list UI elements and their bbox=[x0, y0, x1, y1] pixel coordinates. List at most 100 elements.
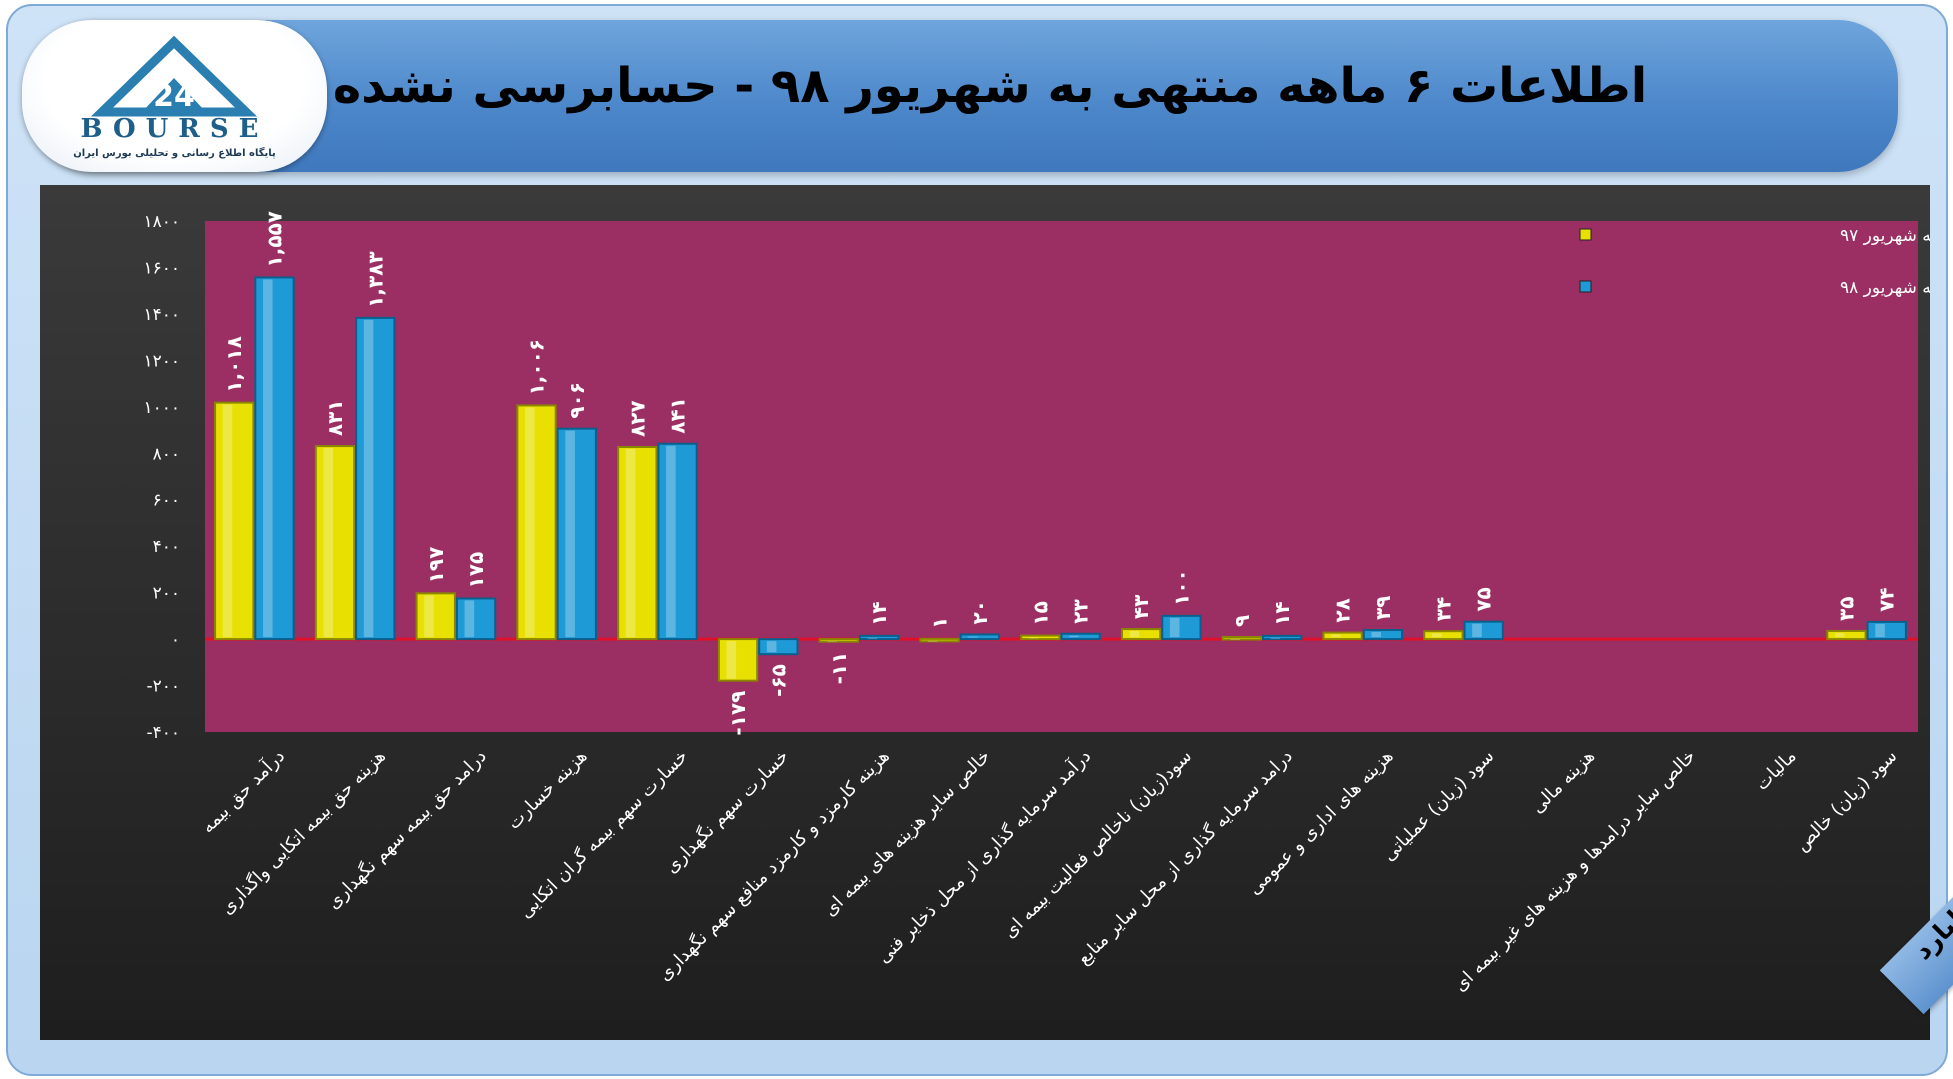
data-label-97: ۲۸ bbox=[1331, 598, 1355, 622]
bar-98-highlight bbox=[263, 279, 273, 638]
x-category-label: خالص سایر هزینه های بیمه ای bbox=[820, 746, 995, 921]
bar-97-highlight bbox=[1028, 637, 1039, 639]
data-label-98: -۶۵ bbox=[766, 664, 790, 697]
data-label-98: ۲۰ bbox=[968, 600, 992, 624]
bar-97 bbox=[1826, 629, 1867, 641]
x-category-label: درامد سرمایه گذاری از محل سایر منابع bbox=[1073, 745, 1297, 969]
bar-97 bbox=[214, 401, 255, 641]
data-label-97: -۱۷۹ bbox=[726, 691, 750, 736]
bar-97 bbox=[617, 446, 658, 641]
x-category-label: خسارت سهم بیمه گران اتکایی bbox=[515, 745, 693, 923]
data-label-97: ۳۴ bbox=[1431, 597, 1455, 621]
data-label-97: ۴۳ bbox=[1129, 595, 1153, 619]
x-category-label: درامد حق بیمه سهم نگهداری bbox=[322, 745, 490, 913]
data-label-97: ۳۵ bbox=[1834, 597, 1858, 621]
legend-item-97: عملکرد منتهی به شهریور ۹۷ bbox=[1840, 226, 1930, 246]
bar-98-highlight bbox=[1371, 632, 1382, 638]
x-category-label: هزینه حق بیمه اتکایی واگذاری bbox=[216, 745, 390, 919]
bar-97 bbox=[1020, 634, 1061, 641]
x-category-label: سود (زیان) عملیاتی bbox=[1379, 746, 1499, 866]
bar-98-highlight bbox=[867, 637, 878, 639]
bar-98-highlight bbox=[1169, 617, 1180, 638]
chart-panel: -۴۰۰ -۲۰۰ ۰ ۲۰۰ ۴۰۰ ۶۰۰ ۸۰۰ ۱۰۰۰ ۱۲۰۰ ۱۴۰۰ ۱۶۰۰ ۱۸۰… bbox=[40, 185, 1930, 1040]
y-tick-label: ۰ bbox=[171, 630, 180, 650]
x-category-label: سود (زیان) خالص bbox=[1791, 746, 1901, 856]
plot-area bbox=[205, 221, 1918, 732]
data-label-97: ۱,۰۰۶ bbox=[525, 339, 549, 395]
y-tick-label: ۱۶۰۰ bbox=[143, 258, 180, 278]
y-tick-label: -۴۰۰ bbox=[146, 723, 180, 743]
bar-98 bbox=[355, 316, 396, 641]
y-tick-label: ۱۸۰۰ bbox=[143, 212, 180, 232]
logo-mark-icon: 24 bbox=[90, 35, 258, 117]
bar-97-highlight bbox=[323, 448, 334, 638]
y-tick-label: ۱۲۰۰ bbox=[143, 351, 180, 371]
bar-98 bbox=[1262, 634, 1303, 641]
bar-98 bbox=[1060, 632, 1101, 641]
bar-97-highlight bbox=[1834, 632, 1845, 638]
bar-97 bbox=[415, 592, 456, 641]
y-tick-label: -۲۰۰ bbox=[146, 677, 180, 697]
x-category-label: سود(زیان) ناخالص فعالیت بیمه ای bbox=[999, 746, 1196, 943]
x-category-label: هزینه کارمزد و کارمزد منافع سهم نگهداری bbox=[653, 745, 893, 985]
bar-97-highlight bbox=[726, 641, 737, 679]
y-tick-label: ۴۰۰ bbox=[153, 537, 180, 557]
legend-item-98-swatch bbox=[1579, 280, 1592, 293]
bar-97-highlight bbox=[222, 404, 233, 638]
title-bar bbox=[36, 20, 1898, 172]
bar-98 bbox=[959, 633, 1001, 641]
x-category-label: درآمد سرمایه گذاری از محل ذخایر فنی bbox=[872, 744, 1095, 967]
bar-97-highlight bbox=[525, 407, 535, 638]
bar-98 bbox=[254, 276, 295, 641]
y-tick-label: ۸۰۰ bbox=[153, 444, 180, 464]
x-category-label: درآمد حق بیمه bbox=[196, 744, 289, 837]
bar-97 bbox=[919, 637, 960, 643]
bar-98 bbox=[1362, 629, 1404, 641]
bar-98 bbox=[758, 638, 799, 656]
data-label-98: ۱۴ bbox=[867, 601, 891, 625]
bar-97 bbox=[1322, 631, 1363, 641]
bar-97-highlight bbox=[1331, 634, 1341, 638]
data-label-98: ۱۴ bbox=[1270, 601, 1294, 625]
data-label-97: ۱۹۷ bbox=[424, 547, 448, 584]
x-category-label: هزینه مالی bbox=[1527, 746, 1599, 818]
bar-97 bbox=[1120, 628, 1162, 641]
data-label-97: ۱ bbox=[928, 617, 952, 629]
x-category-label: هزینه خسارت bbox=[503, 746, 591, 834]
data-label-98: ۹۰۶ bbox=[565, 382, 589, 419]
logo-mark-text: 24 bbox=[153, 79, 195, 114]
bar-97-highlight bbox=[625, 449, 636, 638]
data-label-98: ۱۷۵ bbox=[464, 552, 488, 589]
bar-97 bbox=[818, 638, 859, 643]
legend-item-97-swatch bbox=[1579, 228, 1592, 241]
y-tick-label: ۶۰۰ bbox=[153, 491, 180, 511]
bar-98 bbox=[1463, 620, 1504, 641]
bar-98 bbox=[657, 442, 698, 641]
x-category-label: مالیات bbox=[1751, 746, 1800, 795]
bar-98-highlight bbox=[968, 636, 978, 638]
data-label-98: ۷۵ bbox=[1472, 587, 1496, 611]
bar-98-highlight bbox=[666, 445, 676, 638]
data-label-97: ۱,۰۱۸ bbox=[222, 336, 246, 392]
y-tick-label: ۱۴۰۰ bbox=[143, 305, 180, 325]
bar-97-highlight bbox=[1431, 633, 1442, 638]
y-tick-label: ۲۰۰ bbox=[153, 584, 180, 604]
data-label-98: ۱,۵۵۷ bbox=[263, 211, 287, 267]
bar-98-highlight bbox=[464, 600, 475, 638]
bar-98 bbox=[1161, 614, 1202, 641]
bar-98 bbox=[455, 597, 497, 641]
bar-97 bbox=[516, 404, 557, 641]
logo-wordmark: BOURSE bbox=[80, 114, 269, 144]
legend-item-98: عملکرد منتهی به شهریور ۹۸ bbox=[1840, 278, 1930, 298]
bar-98-highlight bbox=[565, 430, 575, 638]
bar-98-highlight bbox=[1875, 623, 1885, 638]
data-label-98: ۷۴ bbox=[1875, 587, 1899, 611]
data-label-98: ۳۹ bbox=[1371, 596, 1395, 620]
bar-97-highlight bbox=[827, 641, 837, 643]
bar-98-highlight bbox=[1069, 635, 1079, 638]
bar-97 bbox=[1221, 636, 1263, 641]
bar-98 bbox=[858, 634, 900, 641]
data-label-98: ۸۴۱ bbox=[666, 397, 690, 434]
bar-97 bbox=[1423, 630, 1464, 641]
bar-98 bbox=[1866, 620, 1907, 641]
